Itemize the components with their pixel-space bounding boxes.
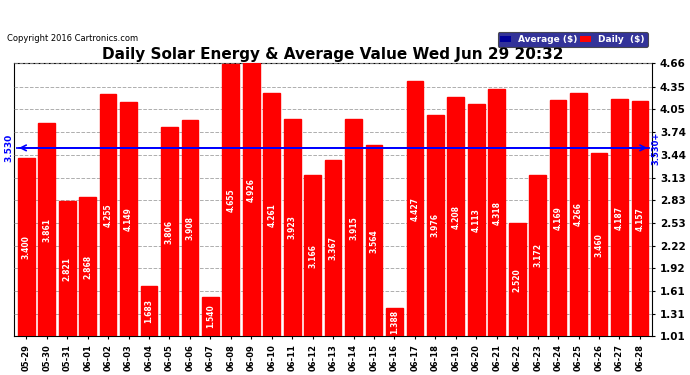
Bar	[366, 146, 382, 336]
Bar	[509, 224, 526, 336]
Bar	[120, 102, 137, 336]
Bar	[529, 175, 546, 336]
Bar	[468, 104, 484, 336]
Legend: Average ($), Daily  ($): Average ($), Daily ($)	[497, 33, 648, 47]
Text: Copyright 2016 Cartronics.com: Copyright 2016 Cartronics.com	[7, 34, 138, 43]
Text: 3.172: 3.172	[533, 243, 542, 267]
Text: 3.861: 3.861	[42, 217, 51, 242]
Text: 3.367: 3.367	[328, 236, 337, 260]
Bar	[284, 118, 301, 336]
Text: 1.683: 1.683	[144, 299, 153, 323]
Bar	[427, 114, 444, 336]
Text: 3.806: 3.806	[165, 220, 174, 244]
Bar	[181, 120, 198, 336]
Text: 3.166: 3.166	[308, 244, 317, 268]
Text: 3.564: 3.564	[370, 229, 379, 253]
Text: 4.149: 4.149	[124, 207, 133, 231]
Text: 4.655: 4.655	[226, 188, 235, 212]
Text: 3.460: 3.460	[595, 233, 604, 256]
Bar	[570, 93, 587, 336]
Text: 4.261: 4.261	[267, 203, 276, 226]
Text: 2.821: 2.821	[63, 256, 72, 280]
Bar	[141, 286, 157, 336]
Bar	[591, 153, 607, 336]
Text: 2.868: 2.868	[83, 255, 92, 279]
Bar	[39, 123, 55, 336]
Text: 4.113: 4.113	[472, 209, 481, 232]
Text: 4.208: 4.208	[451, 205, 460, 229]
Bar	[79, 197, 96, 336]
Text: 3.530: 3.530	[4, 134, 13, 162]
Bar	[386, 308, 403, 336]
Text: 3.976: 3.976	[431, 213, 440, 237]
Bar	[202, 297, 219, 336]
Bar	[304, 175, 321, 336]
Bar	[325, 160, 342, 336]
Text: 4.157: 4.157	[635, 207, 644, 231]
Text: 3.908: 3.908	[186, 216, 195, 240]
Text: 1.540: 1.540	[206, 304, 215, 328]
Bar	[222, 64, 239, 336]
Bar	[345, 119, 362, 336]
Bar	[489, 89, 505, 336]
Bar	[161, 127, 178, 336]
Text: 4.187: 4.187	[615, 206, 624, 230]
Bar	[59, 201, 76, 336]
Text: 3.530+: 3.530+	[651, 131, 660, 165]
Bar	[264, 93, 280, 336]
Text: 2.520: 2.520	[513, 268, 522, 292]
Bar	[447, 97, 464, 336]
Text: 4.926: 4.926	[247, 178, 256, 202]
Text: 4.318: 4.318	[492, 201, 501, 225]
Bar	[18, 158, 34, 336]
Text: 1.388: 1.388	[390, 310, 399, 334]
Text: 4.255: 4.255	[104, 203, 112, 227]
Bar	[550, 100, 566, 336]
Text: 4.169: 4.169	[553, 206, 562, 230]
Text: 4.427: 4.427	[411, 196, 420, 220]
Text: 3.915: 3.915	[349, 216, 358, 240]
Bar	[100, 94, 117, 336]
Title: Daily Solar Energy & Average Value Wed Jun 29 20:32: Daily Solar Energy & Average Value Wed J…	[102, 47, 564, 62]
Text: 3.923: 3.923	[288, 215, 297, 239]
Bar	[243, 44, 259, 336]
Bar	[611, 99, 628, 336]
Bar	[631, 101, 649, 336]
Bar	[406, 81, 423, 336]
Text: 4.266: 4.266	[574, 202, 583, 226]
Text: 3.400: 3.400	[22, 235, 31, 259]
